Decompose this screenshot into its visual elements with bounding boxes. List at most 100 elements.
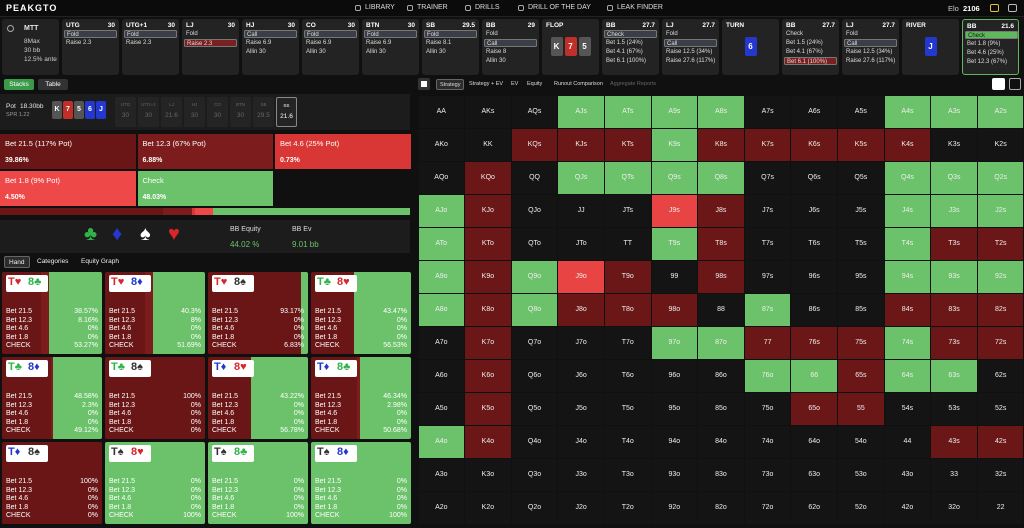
hand-cell[interactable]: K9s xyxy=(651,128,698,161)
hand-cell[interactable]: 92o xyxy=(651,492,698,525)
action-card[interactable]: BB 27.7 Check Bet 1.5 (24%) Bet 4.1 (67%) Bet… xyxy=(782,19,839,75)
action-card[interactable]: LJ 27.7 Fold Call Raise 12.5 (34%) Raise 27.6… xyxy=(842,19,899,75)
hand-cell[interactable]: T8o xyxy=(604,293,651,327)
hand-cell[interactable]: 66 xyxy=(791,360,838,393)
hand-cell[interactable]: 94s xyxy=(884,260,931,293)
hand-cell[interactable]: 73s xyxy=(931,327,977,360)
view-tab[interactable]: EV xyxy=(511,81,519,87)
hand-cell[interactable]: Q8s xyxy=(698,161,744,194)
hand-cell[interactable]: QTs xyxy=(604,161,651,194)
hand-cell[interactable]: J4o xyxy=(558,426,604,459)
hand-cell[interactable]: 82s xyxy=(977,293,1024,327)
hand-cell[interactable]: QQ xyxy=(511,161,558,194)
hand-cell[interactable]: 77 xyxy=(744,327,791,360)
hand-cell[interactable]: AA xyxy=(418,95,465,128)
hand-cell[interactable]: Q6s xyxy=(791,161,838,194)
hand-cell[interactable]: T4o xyxy=(604,426,651,459)
hand-cell[interactable]: 53o xyxy=(838,459,884,492)
hand-cell[interactable]: A5s xyxy=(838,95,884,128)
hand-cell[interactable]: 83s xyxy=(931,293,977,327)
hand-cell[interactable]: 33 xyxy=(931,459,977,492)
hand-cell[interactable]: 97s xyxy=(744,260,791,293)
action-button[interactable]: Bet 21.5 (117% Pot) 39.86% xyxy=(0,134,136,169)
hand-cell[interactable]: 87s xyxy=(744,293,791,327)
hand-cell[interactable]: K8o xyxy=(465,293,511,327)
hand-cell[interactable]: J8s xyxy=(698,194,744,227)
hand-cell[interactable]: J7s xyxy=(744,194,791,227)
hand-cell[interactable]: Q5o xyxy=(511,393,558,426)
hand-cell[interactable]: QTo xyxy=(511,227,558,260)
hand-cell[interactable]: KJs xyxy=(558,128,604,161)
hand-tab[interactable]: Equity Graph xyxy=(81,258,119,265)
action-card[interactable]: BB 29 Fold Call Raise 8 Allin 30 xyxy=(482,19,539,75)
nav-icon[interactable] xyxy=(1008,4,1017,12)
action-button[interactable]: Bet 12.3 (67% Pot) 6.88% xyxy=(137,134,273,169)
hand-cell[interactable]: 76s xyxy=(791,327,838,360)
hand-cell[interactable]: J8o xyxy=(558,293,604,327)
hand-cell[interactable]: Q3s xyxy=(931,161,977,194)
hand-cell[interactable]: K4o xyxy=(465,426,511,459)
hand-cell[interactable]: A8s xyxy=(698,95,744,128)
hand-cell[interactable]: 76o xyxy=(744,360,791,393)
hand-cell[interactable]: K6o xyxy=(465,360,511,393)
hand-cell[interactable]: J2s xyxy=(977,194,1024,227)
hand-cell[interactable]: J3s xyxy=(931,194,977,227)
hand-cell[interactable]: 42s xyxy=(977,426,1024,459)
hand-cell[interactable]: T5o xyxy=(604,393,651,426)
suit-filter[interactable]: ♥ xyxy=(168,223,180,245)
hand-cell[interactable]: Q2o xyxy=(511,492,558,525)
hand-cell[interactable]: 54s xyxy=(884,393,931,426)
hand-cell[interactable]: A6o xyxy=(418,360,465,393)
hand-cell[interactable]: 65o xyxy=(791,393,838,426)
hand-cell[interactable]: AJs xyxy=(558,95,604,128)
hand-cell[interactable]: 73o xyxy=(744,459,791,492)
hand-cell[interactable]: A4o xyxy=(418,426,465,459)
hand-cell[interactable]: 44 xyxy=(884,426,931,459)
action-card[interactable]: TURN 6 xyxy=(722,19,779,75)
hand-cell[interactable]: 65s xyxy=(838,360,884,393)
hand-cell[interactable]: KTo xyxy=(465,227,511,260)
hand-cell[interactable]: T7o xyxy=(604,327,651,360)
nav-item[interactable]: DRILL OF THE DAY xyxy=(528,4,591,11)
hand-cell[interactable]: 53s xyxy=(931,393,977,426)
hand-cell[interactable]: A2s xyxy=(977,95,1024,128)
hand-cell[interactable]: K2o xyxy=(465,492,511,525)
hand-cell[interactable]: Q8o xyxy=(511,293,558,327)
hand-cell[interactable]: K5s xyxy=(838,128,884,161)
action-card[interactable]: CO 30 Fold Raise 6.9 Allin 30 xyxy=(302,19,359,75)
hand-cell[interactable]: K4s xyxy=(884,128,931,161)
action-button[interactable]: Bet 4.6 (25% Pot) 0.73% xyxy=(275,134,411,169)
hand-cell[interactable]: T8s xyxy=(698,227,744,260)
hand-cell[interactable]: A2o xyxy=(418,492,465,525)
hand-cell[interactable]: J6s xyxy=(791,194,838,227)
view-tab[interactable]: Aggregate Reports xyxy=(610,81,657,87)
hand-cell[interactable]: 85s xyxy=(838,293,884,327)
hand-cell[interactable]: K7s xyxy=(744,128,791,161)
hand-cell[interactable]: 86o xyxy=(698,360,744,393)
view-tab[interactable]: Strategy + EV xyxy=(469,81,504,87)
hand-cell[interactable]: Q9s xyxy=(651,161,698,194)
hand-cell[interactable]: Q6o xyxy=(511,360,558,393)
hand-cell[interactable]: 75o xyxy=(744,393,791,426)
hand-cell[interactable]: 42o xyxy=(884,492,931,525)
hand-cell[interactable]: JTs xyxy=(604,194,651,227)
hand-cell[interactable]: J3o xyxy=(558,459,604,492)
hand-cell[interactable]: J4s xyxy=(884,194,931,227)
hand-cell[interactable]: T2s xyxy=(977,227,1024,260)
hand-cell[interactable]: 32o xyxy=(931,492,977,525)
hand-cell[interactable]: 83o xyxy=(698,459,744,492)
hand-cell[interactable]: AKs xyxy=(465,95,511,128)
hand-cell[interactable]: AJo xyxy=(418,194,465,227)
action-card[interactable]: SB 29.5 Fold Raise 8.1 Allin 30 xyxy=(422,19,479,75)
hand-cell[interactable]: J9o xyxy=(558,260,604,293)
hand-cell[interactable]: 54o xyxy=(838,426,884,459)
hand-cell[interactable]: 84s xyxy=(884,293,931,327)
action-card[interactable]: LJ 30 Fold Raise 2.3 xyxy=(182,19,239,75)
hand-cell[interactable]: ATs xyxy=(604,95,651,128)
hand-cell[interactable]: A4s xyxy=(884,95,931,128)
suit-filter[interactable]: ♠ xyxy=(140,223,151,245)
hand-cell[interactable]: A9o xyxy=(418,260,465,293)
hand-cell[interactable]: QJo xyxy=(511,194,558,227)
hand-cell[interactable]: J5o xyxy=(558,393,604,426)
action-card[interactable]: BTN 30 Fold Raise 6.9 Allin 30 xyxy=(362,19,419,75)
